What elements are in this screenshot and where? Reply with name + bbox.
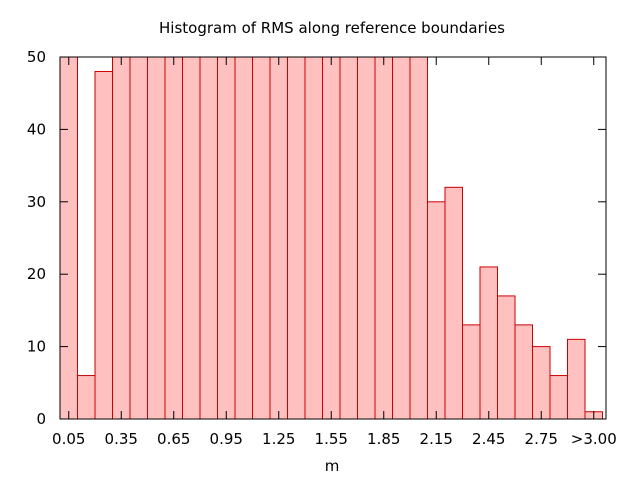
histogram-bar-0.75	[182, 56, 201, 420]
histogram-bar-0.85	[199, 56, 218, 420]
histogram-bar-2.75	[532, 346, 551, 420]
histogram-bar-1.45	[304, 56, 323, 420]
histogram-bar-0.95	[217, 56, 236, 420]
histogram-bar-0.65	[164, 56, 183, 420]
x-tick-label: >3.00	[571, 430, 617, 448]
y-axis: 0 10 20 30 40 50	[27, 48, 606, 428]
histogram-bar-1.85	[374, 56, 393, 420]
x-tick-label: 2.45	[472, 430, 505, 448]
y-tick-label: 30	[27, 193, 46, 211]
x-tick-label: 1.55	[315, 430, 348, 448]
histogram-bar-0.25	[94, 70, 113, 420]
histogram-bar-1.95	[392, 56, 411, 420]
histogram-bar-0.55	[147, 56, 166, 420]
x-axis: 0.05 0.35 0.65 0.95 1.25 1.55 1.85 2.15 2.45 2.75…	[52, 57, 617, 448]
histogram-bar-2.45	[479, 266, 498, 420]
x-tick-label: 0.95	[210, 430, 243, 448]
histogram-bar-1.25	[269, 56, 288, 420]
histogram-bar-0.15	[77, 375, 96, 420]
x-tick-label: 0.35	[105, 430, 138, 448]
histogram-bar-2.95	[567, 338, 586, 420]
histogram-bar-0.45	[129, 56, 148, 420]
y-tick-label: 20	[27, 265, 46, 283]
y-tick-label: 0	[36, 410, 46, 428]
histogram-bar-2.55	[497, 295, 516, 420]
histogram-bar-0.35	[112, 56, 131, 420]
x-tick-label: 1.25	[262, 430, 295, 448]
histogram-bar-0.05	[59, 56, 78, 420]
histogram-bar-2.65	[514, 324, 533, 420]
x-axis-label: m	[325, 457, 340, 475]
chart-title: Histogram of RMS along reference boundar…	[159, 19, 505, 37]
histogram-bar-1.15	[252, 56, 271, 420]
histogram-bar-2.15	[427, 201, 446, 420]
x-tick-label: 2.75	[525, 430, 558, 448]
histogram-bar-2.85	[549, 375, 568, 420]
y-tick-label: 10	[27, 338, 46, 356]
x-tick-label: 1.85	[367, 430, 400, 448]
histogram-bar-2.25	[444, 186, 463, 420]
histogram-bar-2.35	[462, 324, 481, 420]
x-tick-label: 0.65	[157, 430, 190, 448]
histogram-bar-1.05	[234, 56, 253, 420]
bars-group	[59, 56, 603, 420]
histogram-bar-2.05	[409, 56, 428, 420]
y-tick-label: 40	[27, 120, 46, 138]
histogram-bar-1.75	[357, 56, 376, 420]
histogram-bar-1.55	[322, 56, 341, 420]
x-tick-label: 0.05	[52, 430, 85, 448]
histogram-bar-1.65	[339, 56, 358, 420]
y-tick-label: 50	[27, 48, 46, 66]
histogram-bar-1.35	[287, 56, 306, 420]
plot-frame	[59, 56, 607, 420]
x-tick-label: 2.15	[420, 430, 453, 448]
